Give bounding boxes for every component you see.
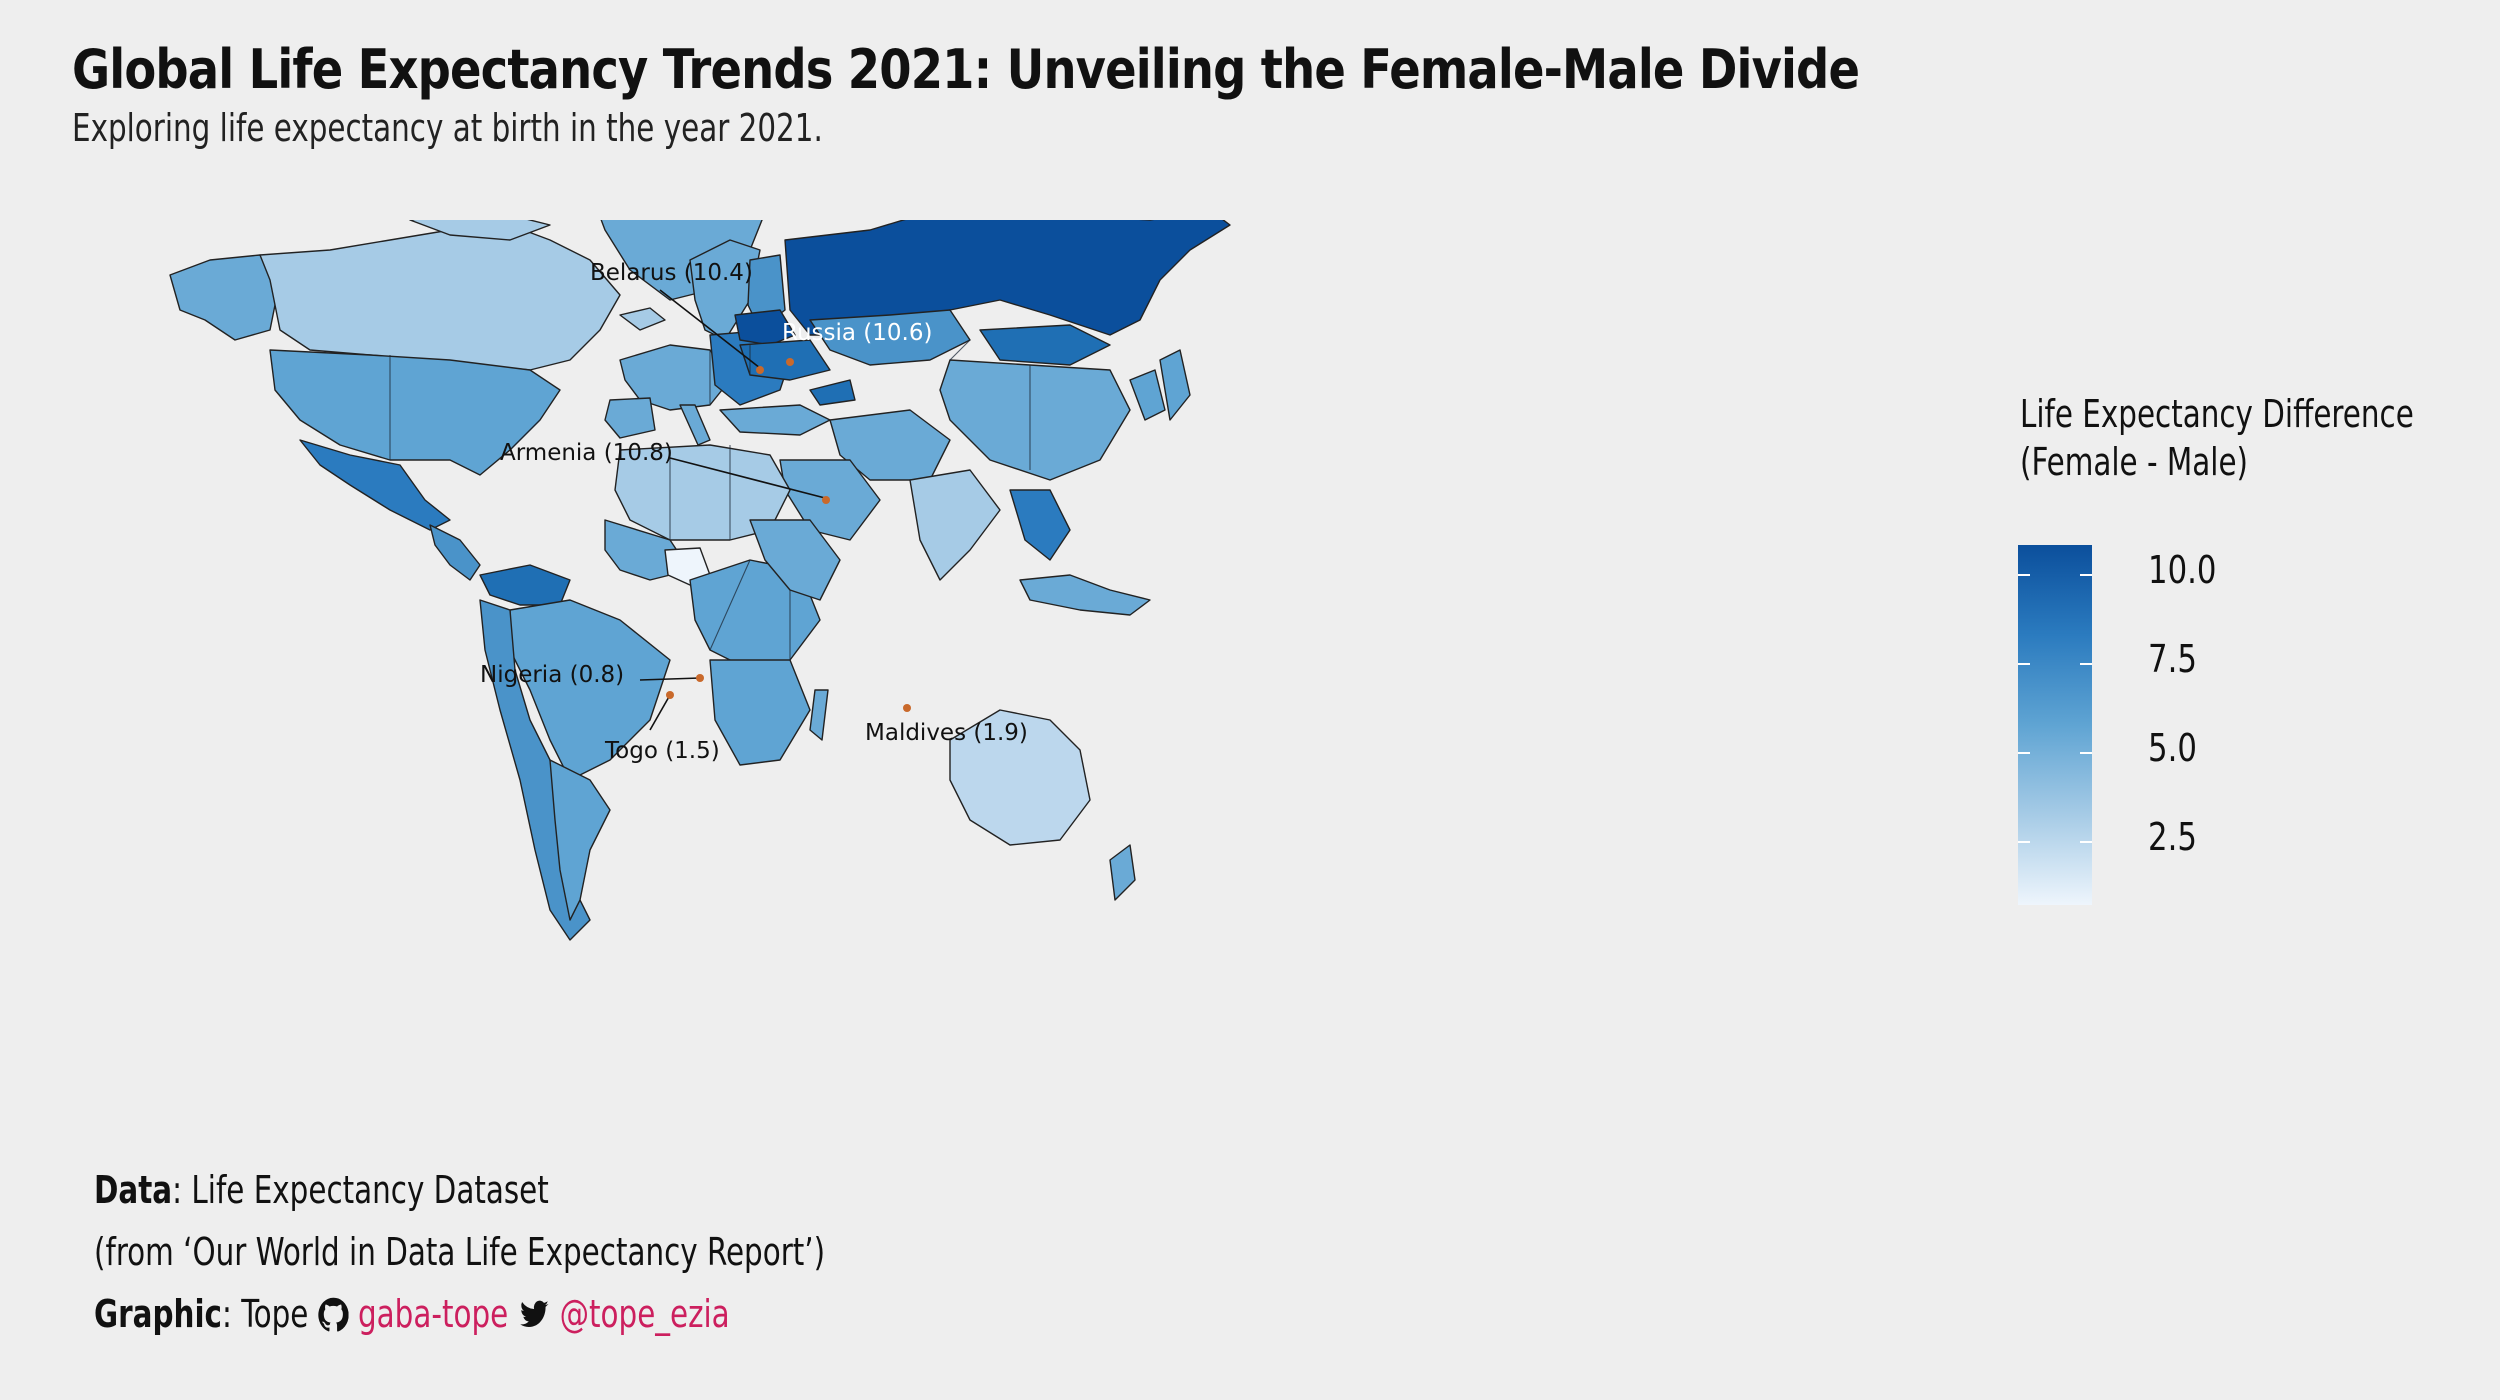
region-central-america bbox=[429, 524, 481, 581]
region-southern-africa bbox=[709, 659, 811, 766]
region-north-africa bbox=[614, 444, 791, 541]
annotation-label-maldives: Maldives (1.9) bbox=[865, 720, 1028, 746]
region-turkey bbox=[719, 404, 831, 436]
region-mexico bbox=[299, 439, 451, 531]
marker-russia bbox=[786, 358, 794, 366]
region-iceland bbox=[619, 307, 666, 331]
legend-tick-right bbox=[2080, 841, 2092, 843]
annotation-label-belarus: Belarus (10.4) bbox=[590, 260, 753, 286]
legend-tick-right bbox=[2080, 752, 2092, 754]
annotation-label-russia: Russia (10.6) bbox=[782, 320, 932, 346]
legend-tick-right bbox=[2080, 574, 2092, 576]
region-south-asia bbox=[909, 469, 1001, 581]
annotation-togo: Togo (1.5) bbox=[604, 691, 720, 764]
legend-title-line2: (Female - Male) bbox=[2020, 440, 2249, 484]
legend-tick-left bbox=[2018, 841, 2030, 843]
legend-title: Life Expectancy Difference (Female - Mal… bbox=[2020, 390, 2414, 486]
region-canada-islands bbox=[409, 220, 551, 241]
legend-tick-label: 7.5 bbox=[2148, 637, 2197, 681]
legend-title-line1: Life Expectancy Difference bbox=[2020, 392, 2414, 436]
annotation-maldives: Maldives (1.9) bbox=[865, 704, 1028, 746]
marker-nigeria bbox=[696, 674, 704, 682]
marker-maldives bbox=[903, 704, 911, 712]
region-belarus bbox=[734, 309, 796, 346]
region-east-africa bbox=[749, 519, 841, 601]
marker-togo bbox=[666, 691, 674, 699]
chart-subtitle: Exploring life expectancy at birth in th… bbox=[72, 106, 823, 150]
marker-armenia bbox=[822, 496, 830, 504]
twitter-handle-link[interactable]: @tope_ezia bbox=[559, 1292, 730, 1336]
legend-tick-label: 2.5 bbox=[2148, 815, 2197, 859]
github-handle-link[interactable]: gaba-tope bbox=[357, 1292, 509, 1336]
caption-graphic-label: Graphic bbox=[94, 1292, 222, 1336]
legend-tick-label: 10.0 bbox=[2148, 548, 2217, 592]
region-canada bbox=[259, 224, 621, 371]
region-mongolia bbox=[979, 324, 1111, 366]
caption-data-line: Data: Life Expectancy Dataset bbox=[94, 1168, 549, 1212]
region-alaska bbox=[169, 254, 281, 341]
annotation-label-nigeria: Nigeria (0.8) bbox=[480, 662, 624, 688]
caption-graphic-text: : Tope bbox=[221, 1292, 309, 1336]
legend-colorbar bbox=[2018, 545, 2092, 905]
caption-graphic-line: Graphic: Tope gaba-tope @tope_ezia bbox=[94, 1292, 730, 1342]
region-argentina bbox=[549, 759, 611, 921]
region-venezuela bbox=[479, 564, 571, 606]
annotation-armenia: Armenia (10.8) bbox=[500, 440, 830, 504]
region-china bbox=[939, 359, 1131, 481]
legend-tick-left bbox=[2018, 663, 2030, 665]
region-kazakhstan bbox=[809, 309, 971, 366]
annotation-label-togo: Togo (1.5) bbox=[604, 738, 720, 764]
legend-tick-left bbox=[2018, 752, 2030, 754]
region-korea-japan bbox=[1129, 349, 1191, 421]
chart-title: Global Life Expectancy Trends 2021: Unve… bbox=[72, 38, 1860, 101]
caption-source: (from ‘Our World in Data Life Expectancy… bbox=[94, 1230, 826, 1274]
region-brazil bbox=[509, 599, 671, 781]
annotation-belarus: Belarus (10.4) bbox=[590, 260, 764, 374]
region-new-zealand bbox=[1109, 844, 1136, 901]
region-southeast-asia bbox=[1009, 489, 1071, 561]
annotation-nigeria: Nigeria (0.8) bbox=[480, 662, 704, 688]
twitter-icon bbox=[518, 1297, 551, 1342]
annotation-russia: Russia (10.6) bbox=[782, 320, 932, 366]
world-choropleth-map: Belarus (10.4) Russia (10.6) Armenia (10… bbox=[169, 220, 1231, 941]
github-icon bbox=[318, 1297, 349, 1342]
caption-data-label: Data bbox=[94, 1168, 173, 1212]
region-ukraine bbox=[739, 339, 831, 381]
region-australia bbox=[949, 709, 1091, 846]
region-iberia bbox=[604, 397, 656, 439]
legend-tick-right bbox=[2080, 663, 2092, 665]
caption-data-text: : Life Expectancy Dataset bbox=[172, 1168, 549, 1212]
region-italy bbox=[679, 404, 711, 446]
legend-tick-left bbox=[2018, 574, 2030, 576]
region-caucasus bbox=[809, 379, 856, 406]
legend-tick-label: 5.0 bbox=[2148, 726, 2197, 770]
region-usa bbox=[269, 349, 561, 476]
region-madagascar bbox=[809, 689, 829, 741]
annotation-label-armenia: Armenia (10.8) bbox=[500, 440, 673, 466]
marker-belarus bbox=[756, 366, 764, 374]
region-indonesia bbox=[1019, 574, 1151, 616]
